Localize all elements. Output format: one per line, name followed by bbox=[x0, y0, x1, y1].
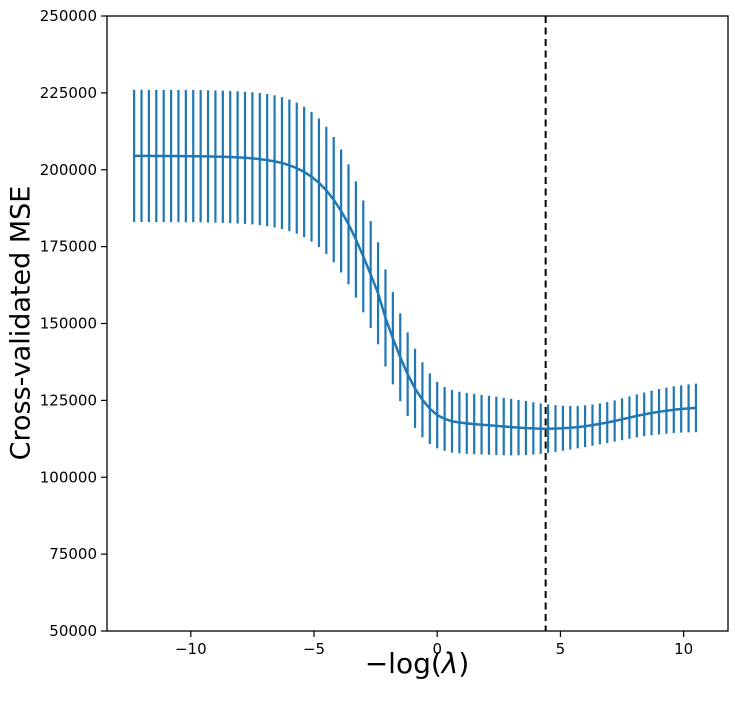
y-axis-label: Cross-validated MSE bbox=[5, 185, 37, 461]
y-tick-label: 225000 bbox=[40, 84, 97, 102]
y-tick-label: 50000 bbox=[49, 622, 97, 640]
y-axis-label-text: Cross-validated MSE bbox=[5, 185, 37, 461]
y-tick-label: 200000 bbox=[40, 161, 97, 179]
mean-line bbox=[132, 154, 698, 430]
x-tick-label: −10 bbox=[175, 640, 207, 658]
y-tick-label: 125000 bbox=[40, 391, 97, 409]
y-tick-label: 75000 bbox=[49, 545, 97, 563]
x-tick-label: 5 bbox=[556, 640, 566, 658]
x-tick-label: 0 bbox=[432, 640, 442, 658]
x-tick-label: −5 bbox=[303, 640, 325, 658]
x-axis-label-prefix: −log( bbox=[364, 647, 442, 680]
x-axis-label-suffix: ) bbox=[458, 647, 470, 680]
y-tick-label: 150000 bbox=[40, 315, 97, 333]
y-tick-label: 175000 bbox=[40, 238, 97, 256]
x-tick-label: 10 bbox=[674, 640, 693, 658]
x-axis-label: −log(λ) bbox=[365, 647, 470, 681]
y-tick-label: 250000 bbox=[40, 7, 97, 25]
lambda-symbol: λ bbox=[441, 647, 459, 680]
y-tick-label: 100000 bbox=[40, 468, 97, 486]
